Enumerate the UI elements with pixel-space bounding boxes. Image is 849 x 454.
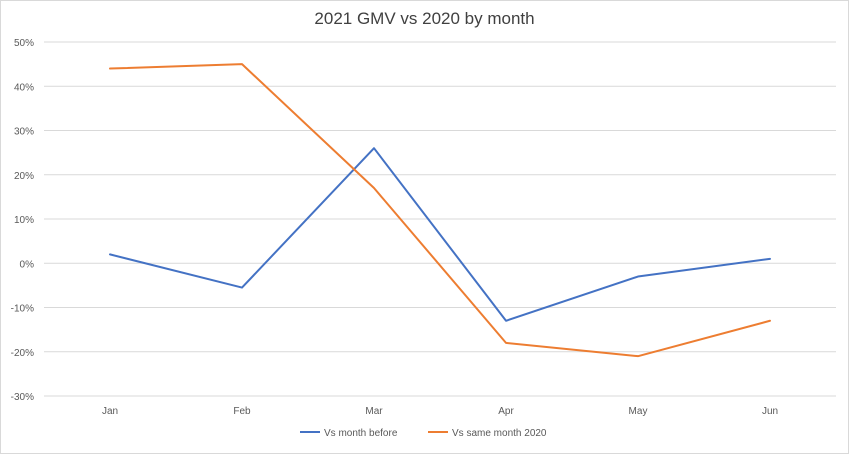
y-tick-label: 0%	[20, 259, 35, 270]
y-tick-label: 10%	[14, 215, 34, 226]
y-tick-label: -10%	[11, 304, 34, 315]
chart-title: 2021 GMV vs 2020 by month	[314, 9, 535, 28]
y-tick-label: -30%	[11, 392, 34, 403]
y-tick-label: -20%	[11, 348, 34, 359]
series-line-2	[109, 63, 771, 358]
x-tick-label: Jan	[102, 406, 118, 417]
y-tick-label: 30%	[14, 127, 34, 138]
y-tick-label: 50%	[14, 38, 34, 49]
x-axis-tick-labels: Jan Feb Mar Apr May Jun	[102, 406, 778, 417]
y-tick-label: 20%	[14, 171, 34, 182]
x-tick-label: Feb	[233, 406, 251, 417]
series-line-1	[109, 147, 771, 322]
legend: Vs month before Vs same month 2020	[300, 428, 547, 439]
y-axis-tick-labels: 50% 40% 30% 20% 10% 0% -10% -20% -30%	[11, 38, 34, 403]
legend-label: Vs same month 2020	[452, 428, 547, 439]
x-tick-label: Jun	[762, 406, 778, 417]
y-tick-label: 40%	[14, 82, 34, 93]
x-tick-label: Mar	[365, 406, 383, 417]
x-tick-label: May	[629, 406, 648, 417]
legend-label: Vs month before	[324, 428, 398, 439]
series-lines	[109, 63, 771, 358]
gridlines	[44, 41, 836, 397]
x-tick-label: Apr	[498, 406, 514, 417]
